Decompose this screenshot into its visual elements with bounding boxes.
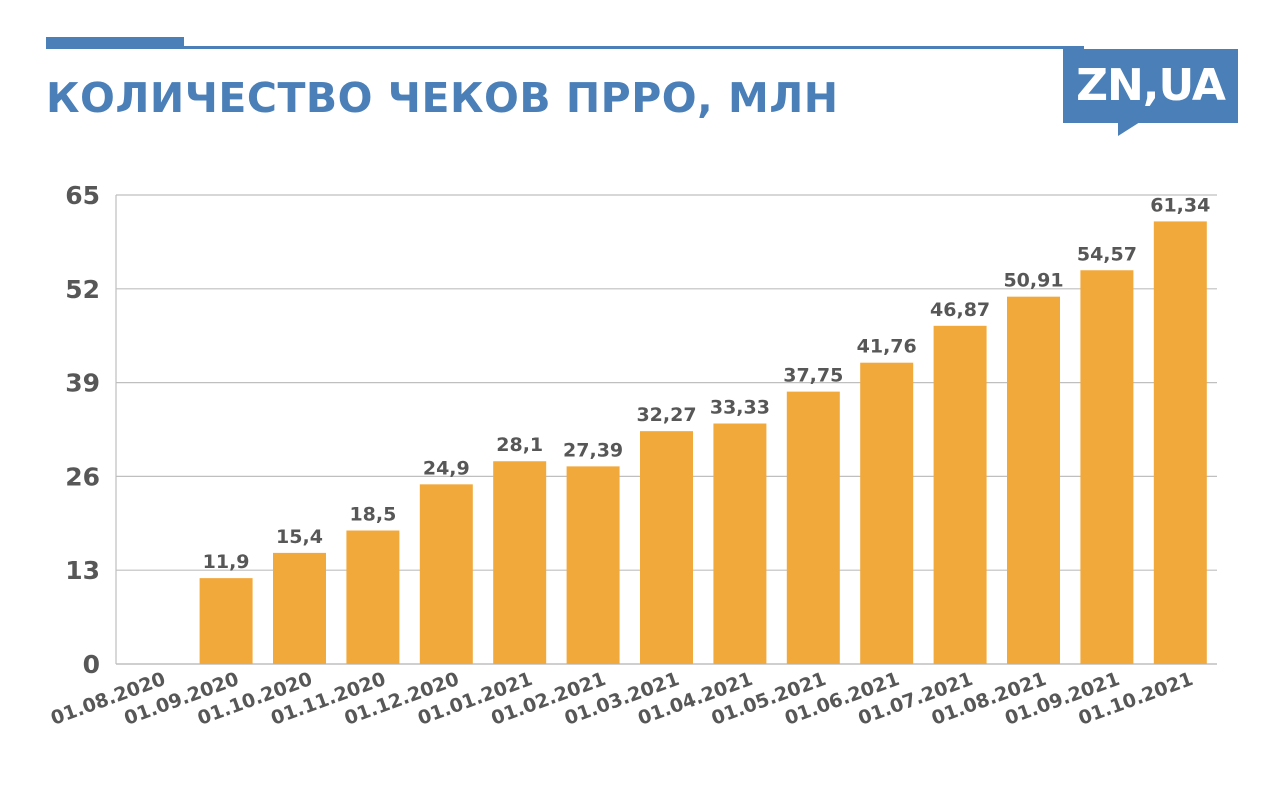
data-label: 33,33 xyxy=(710,397,770,419)
logo-text: ZN,UA xyxy=(1076,60,1226,111)
bar xyxy=(273,552,326,664)
data-label: 28,1 xyxy=(496,434,543,456)
bar xyxy=(346,530,400,664)
bar xyxy=(199,578,253,664)
data-label: 61,34 xyxy=(1150,194,1210,216)
logo-tail xyxy=(1118,122,1140,136)
header-rule xyxy=(184,46,1084,49)
bar xyxy=(713,423,767,664)
data-label: 27,39 xyxy=(563,439,623,461)
logo: ZN,UA xyxy=(1063,49,1238,123)
chart-title: КОЛИЧЕСТВО ЧЕКОВ ПРРО, МЛН xyxy=(46,74,839,122)
bar xyxy=(860,362,914,664)
y-tick-label: 26 xyxy=(65,462,100,491)
y-tick-label: 13 xyxy=(65,556,100,585)
bar xyxy=(640,431,693,664)
y-tick-label: 0 xyxy=(83,650,100,679)
bar xyxy=(786,391,840,664)
data-label: 15,4 xyxy=(276,526,323,548)
bar xyxy=(1007,296,1060,664)
y-tick-label: 65 xyxy=(65,181,100,210)
bar xyxy=(933,325,987,664)
data-label: 46,87 xyxy=(930,299,990,321)
data-label: 41,76 xyxy=(857,336,917,358)
y-tick-label: 39 xyxy=(65,369,100,398)
bar xyxy=(1153,221,1207,664)
data-label: 50,91 xyxy=(1003,270,1063,292)
data-label: 32,27 xyxy=(636,404,696,426)
bar xyxy=(419,484,473,664)
data-label: 11,9 xyxy=(203,551,250,573)
data-label: 24,9 xyxy=(423,457,470,479)
bar xyxy=(493,461,547,664)
y-tick-label: 52 xyxy=(65,275,100,304)
bar xyxy=(1080,270,1134,664)
header-accent-bar xyxy=(46,37,184,49)
data-label: 18,5 xyxy=(349,504,396,526)
data-label: 54,57 xyxy=(1077,243,1137,265)
bar xyxy=(566,466,620,664)
data-label: 37,75 xyxy=(783,365,843,387)
